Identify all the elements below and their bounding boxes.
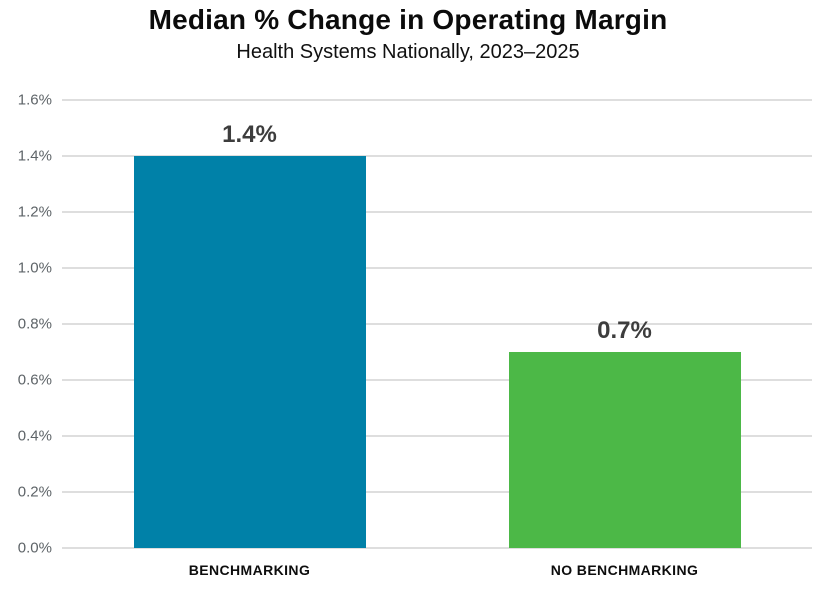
gridline [62,99,812,101]
gridline [62,547,812,549]
y-axis: 0.0% 0.2% 0.4% 0.6% 0.8% 1.0% 1.2% 1.4% 1.6% [0,92,54,557]
gridline [62,267,812,269]
y-tick-label: 1.4% [17,147,52,165]
x-axis: BENCHMARKING NO BENCHMARKING [62,562,812,584]
gridline [62,435,812,437]
gridline [62,491,812,493]
plot-area: 1.4% 0.7% [62,99,812,549]
bar-benchmarking [133,156,366,548]
x-tick-label: NO BENCHMARKING [550,562,699,578]
gridline [62,211,812,213]
y-tick-label: 1.2% [17,203,52,221]
y-tick-label: 1.0% [17,259,52,277]
y-tick-label: 0.8% [17,315,52,333]
chart-title: Median % Change in Operating Margin [148,4,668,35]
y-tick-label: 0.0% [17,539,52,557]
bar-no-benchmarking [508,352,741,548]
gridline [62,155,812,157]
bar-value-label: 0.7% [597,317,652,344]
y-tick-label: 1.6% [17,91,52,109]
y-tick-label: 0.2% [17,483,52,501]
bar-value-label: 1.4% [222,121,277,148]
y-tick-label: 0.4% [17,427,52,445]
gridline [62,323,812,325]
y-tick-label: 0.6% [17,371,52,389]
gridline [62,379,812,381]
chart-subtitle: Health Systems Nationally, 2023–2025 [236,41,580,63]
x-tick-label: BENCHMARKING [188,562,311,578]
